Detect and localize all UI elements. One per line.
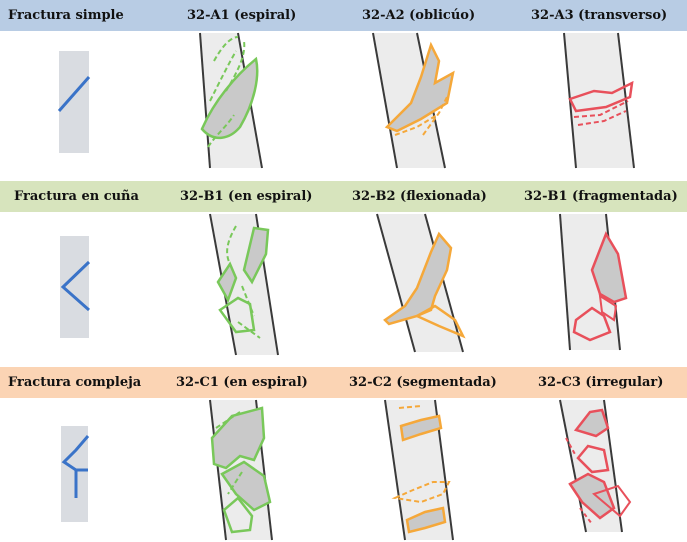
bone-a2-oblique: [372, 32, 455, 169]
y-branch-line: [61, 435, 90, 498]
schematic-simple: [57, 51, 91, 153]
segment-top: [399, 414, 443, 442]
bone-a1-spiral: [199, 32, 263, 169]
fragment-a: [210, 406, 266, 470]
bone-c2-segmental: [384, 399, 454, 541]
bone-b3-fragmented-wedge: [559, 213, 628, 351]
wedge-fragment: [216, 261, 238, 304]
bone-c3-irregular: [559, 399, 632, 533]
transverse-fragment: [568, 80, 634, 113]
type-label-a2: 32-A2 (oblicúo): [362, 8, 476, 23]
row-header-complex: Fractura compleja 32-C1 (en espiral) 32-…: [0, 367, 687, 398]
segment-bottom: [405, 506, 447, 534]
group-label-wedge: Fractura en cuña: [14, 189, 139, 204]
type-label-c2: 32-C2 (segmentada): [349, 375, 497, 390]
oblique-fragment: [384, 41, 455, 133]
bone-b2-bending-wedge: [376, 213, 466, 353]
type-label-b3: 32-B1 (fragmentada): [524, 189, 678, 204]
fracture-line: [57, 76, 91, 112]
schematic-complex: [61, 426, 90, 522]
bone-b1-spiral-wedge: [209, 213, 279, 356]
fragment-a: [573, 408, 610, 438]
spiral-fragment: [200, 56, 259, 139]
bone-shaft: [564, 33, 634, 168]
fragment-a: [590, 231, 628, 304]
type-label-a1: 32-A1 (espiral): [187, 8, 297, 23]
group-label-complex: Fractura compleja: [8, 375, 142, 390]
type-label-c1: 32-C1 (en espiral): [176, 375, 308, 390]
row-header-wedge: Fractura en cuña 32-B1 (en espiral) 32-B…: [0, 181, 687, 212]
group-label-simple: Fractura simple: [8, 8, 124, 23]
schematic-bone: [59, 51, 89, 153]
type-label-a3: 32-A3 (transverso): [531, 8, 668, 23]
bone-a3-transverse: [563, 32, 635, 169]
schematic-wedge: [60, 236, 91, 338]
type-label-c3: 32-C3 (irregular): [538, 375, 664, 390]
type-label-b2: 32-B2 (flexionada): [352, 189, 487, 204]
bone-c1-spiral-complex: [209, 399, 273, 541]
type-label-b1: 32-B1 (en espiral): [180, 189, 313, 204]
wedge-line: [60, 260, 91, 312]
wedge-fragment: [383, 231, 453, 326]
row-header-simple: Fractura simple 32-A1 (espiral) 32-A2 (o…: [0, 0, 687, 31]
